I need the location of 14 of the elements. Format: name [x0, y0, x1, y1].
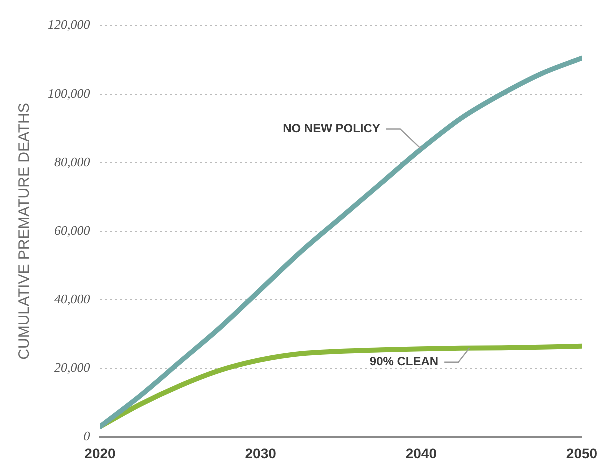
y-tick-label: 0 — [84, 428, 91, 444]
y-tick-label: 100,000 — [48, 86, 91, 101]
annotation: 90% CLEAN — [370, 354, 439, 369]
y-tick-label: 60,000 — [54, 222, 91, 238]
x-tick-label: 2020 — [84, 445, 116, 462]
y-tick-label: 40,000 — [54, 291, 91, 306]
x-tick-label: 2030 — [245, 445, 277, 462]
y-tick-label: 20,000 — [54, 360, 91, 376]
y-axis-title: CUMULATIVE PREMATURE DEATHS — [16, 103, 34, 360]
x-tick-label: 2040 — [406, 445, 438, 462]
annotation: NO NEW POLICY — [283, 122, 380, 136]
y-tick-label: 120,000 — [48, 17, 91, 32]
y-tick-label: 80,000 — [54, 154, 91, 170]
x-tick-label: 2050 — [566, 445, 598, 462]
